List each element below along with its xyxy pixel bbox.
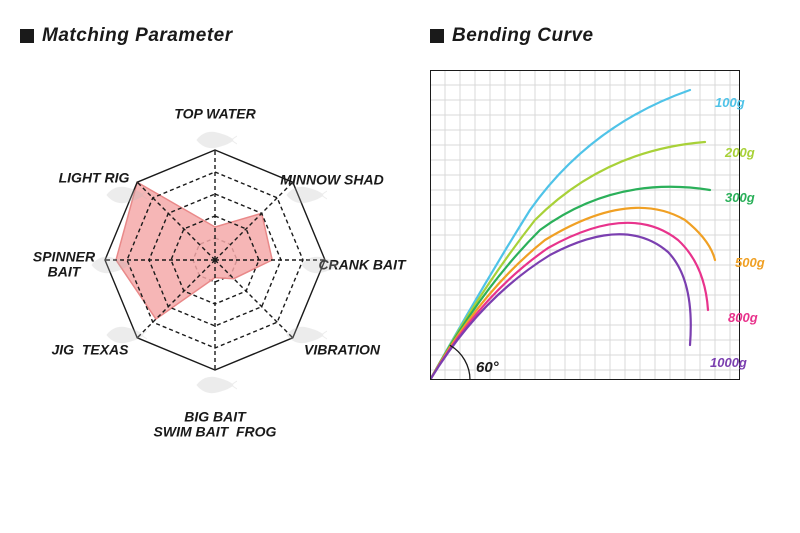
matching-parameter-title: Matching Parameter xyxy=(20,25,233,47)
title-square-icon xyxy=(430,29,444,43)
title-square-icon xyxy=(20,29,34,43)
radar-axis-label: BIG BAIT SWIM BAIT FROG xyxy=(154,410,277,441)
lure-icon xyxy=(193,372,237,398)
lure-icon xyxy=(103,182,147,208)
radar-axis-label: TOP WATER xyxy=(174,106,255,121)
lure-icon xyxy=(103,322,147,348)
lure-icon xyxy=(283,182,327,208)
bending-curve-panel: Bending Curve 60° 100g200g300g500g800g10… xyxy=(430,70,780,450)
svg-text:60°: 60° xyxy=(476,359,500,376)
radar-axis-label: SPINNER BAIT xyxy=(33,250,95,281)
lure-icon xyxy=(88,252,132,278)
curve-label: 100g xyxy=(715,95,745,110)
curve-label: 800g xyxy=(728,310,758,325)
curve-label: 300g xyxy=(725,190,755,205)
lure-icon xyxy=(193,127,237,153)
bending-chart: 60° 100g 200g 300g 500g 800g 1000g xyxy=(430,70,780,420)
curve-label: 200g xyxy=(725,145,755,160)
lure-icon xyxy=(283,322,327,348)
bending-curve-title-text: Bending Curve xyxy=(452,25,594,47)
bending-curve-title: Bending Curve xyxy=(430,25,594,47)
lure-icon xyxy=(298,252,342,278)
curve-label: 500g xyxy=(735,255,765,270)
curve-label: 1000g xyxy=(710,355,747,370)
matching-parameter-title-text: Matching Parameter xyxy=(42,25,233,47)
bending-svg: 60° xyxy=(430,70,740,380)
matching-parameter-panel: Matching Parameter TOP WATERMINNOW SHADC… xyxy=(20,70,410,450)
radar-chart: TOP WATERMINNOW SHADCRANK BAITVIBRATIONB… xyxy=(20,70,410,450)
